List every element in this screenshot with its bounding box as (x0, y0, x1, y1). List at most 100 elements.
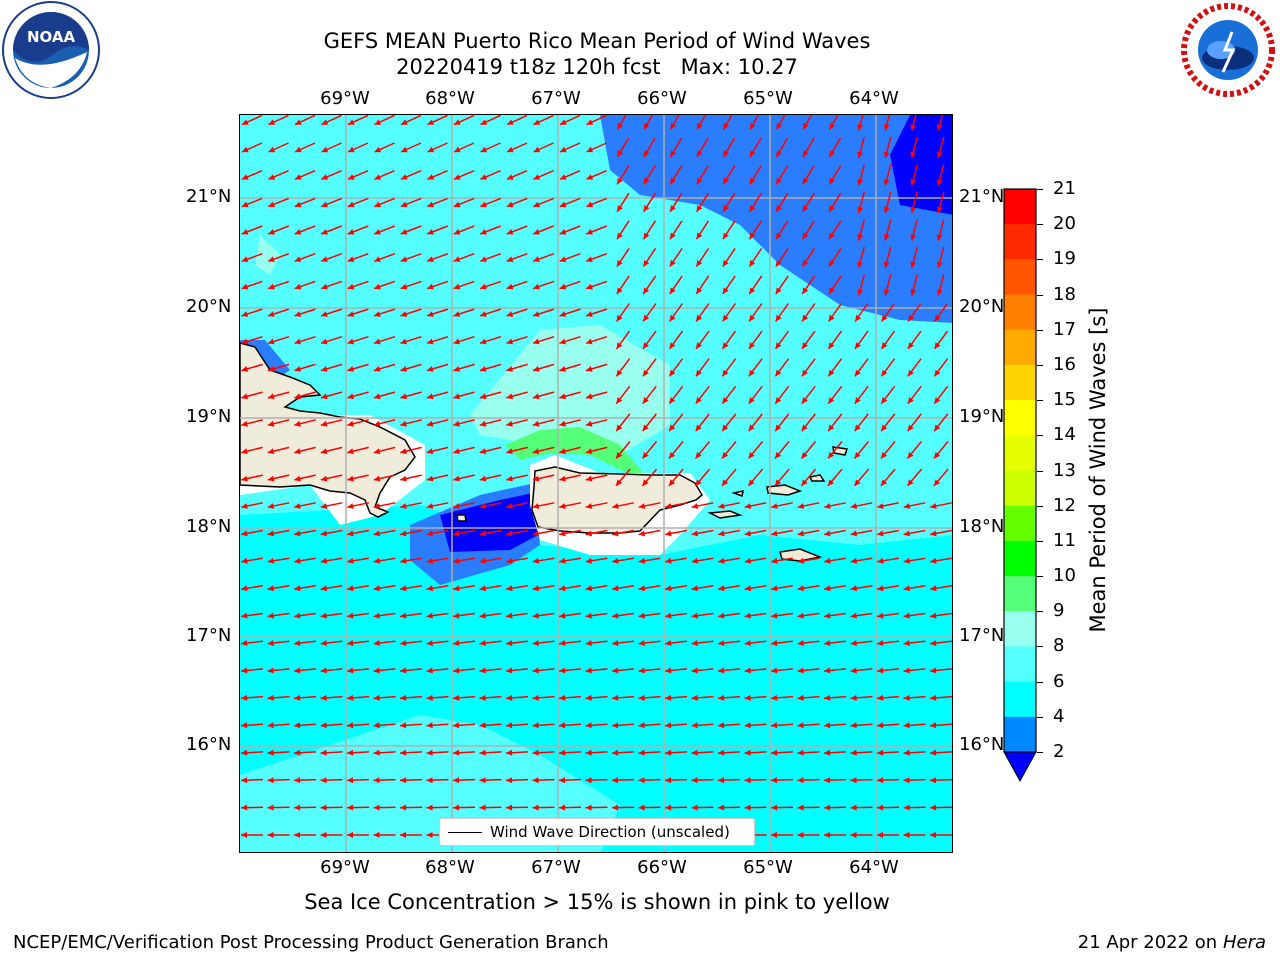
wave-direction-arrowhead (936, 179, 943, 186)
wave-direction-arrowhead (241, 338, 249, 345)
wave-direction-arrowhead (775, 314, 782, 322)
colorbar-tick-mark (1037, 329, 1043, 331)
wave-direction-arrowhead (426, 448, 434, 455)
wave-direction-arrowhead (506, 475, 513, 482)
colorbar-band (1004, 259, 1036, 296)
wave-direction-arrowhead (881, 424, 888, 432)
wave-direction-arrowhead (802, 177, 809, 185)
wave-direction-arrowhead (696, 205, 703, 212)
wave-direction-arrowhead (691, 503, 699, 509)
wave-direction-arrowhead (903, 749, 910, 756)
colorbar-band (1004, 470, 1036, 507)
wave-direction-arrowhead (347, 667, 354, 674)
wave-direction-arrowhead (775, 424, 782, 432)
wave-direction-arrowhead (347, 475, 354, 482)
wave-direction-arrowhead (695, 369, 702, 377)
wave-direction-arrowhead (294, 530, 301, 537)
wave-direction-arrowhead (903, 667, 910, 674)
wave-direction-arrowhead (930, 694, 937, 701)
wave-direction-arrowhead (373, 585, 380, 592)
lon-label-top: 64°W (849, 88, 899, 109)
wave-direction-arrowhead (373, 393, 381, 400)
wave-direction-arrowhead (585, 804, 592, 811)
wave-direction-arrowhead (669, 260, 676, 267)
wave-period-map[interactable] (239, 114, 953, 853)
wave-direction-arrowhead (829, 122, 836, 130)
colorbar-tick-mark (1037, 752, 1043, 753)
wave-direction-arrowhead (936, 206, 943, 214)
wave-direction-arrowhead (612, 612, 619, 619)
wave-direction-arrowhead (669, 452, 676, 459)
wave-direction-arrowhead (585, 612, 592, 619)
wave-direction-arrowhead (295, 146, 302, 153)
wave-direction-arrowhead (665, 804, 672, 811)
wave-direction-arrowhead (268, 119, 276, 125)
wave-direction-arrowhead (267, 393, 275, 400)
wave-direction-arrowhead (824, 503, 831, 509)
wave-direction-arrowhead (638, 503, 646, 509)
wave-direction-arrowhead (797, 530, 805, 537)
colorbar-tick-label: 4 (1053, 705, 1065, 727)
wave-direction-arrowhead (903, 777, 910, 784)
wave-direction-arrowhead (612, 777, 619, 784)
wave-direction-arrowhead (453, 667, 460, 674)
wave-direction-arrowhead (585, 667, 592, 674)
wave-direction-arrowhead (479, 777, 486, 784)
wave-direction-arrowhead (695, 452, 702, 459)
wave-direction-arrowhead (267, 777, 274, 784)
land-virgin-islands-2 (766, 484, 803, 496)
colorbar-band (1004, 576, 1036, 612)
wave-direction-arrowhead (373, 612, 380, 619)
wave-direction-arrowhead (479, 420, 487, 427)
wave-direction-arrowhead (294, 256, 302, 262)
wave-direction-arrowhead (294, 832, 300, 838)
wave-direction-arrowhead (373, 667, 380, 674)
wave-direction-arrowhead (907, 479, 914, 486)
wave-direction-arrowhead (857, 261, 864, 269)
colorbar-band (1004, 329, 1036, 366)
wave-direction-arrowhead (320, 804, 327, 811)
lon-label-top: 67°W (531, 88, 581, 109)
wave-direction-arrowhead (479, 804, 486, 811)
wave-direction-arrowhead (347, 338, 355, 345)
wave-direction-arrowhead (617, 122, 624, 130)
wave-direction-arrowhead (374, 283, 381, 290)
wave-direction-arrowhead (347, 393, 354, 400)
footer-machine-name: Hera (1222, 932, 1266, 953)
wave-direction-arrowhead (268, 338, 275, 345)
land-puerto-rico (531, 466, 703, 534)
colorbar-tick-label: 15 (1053, 389, 1076, 411)
wave-direction-arrowhead (857, 151, 864, 159)
wave-direction-arrowhead (400, 694, 407, 701)
wave-direction-arrowhead (241, 201, 249, 208)
wave-direction-arrowhead (617, 177, 623, 185)
lat-label-left: 18°N (186, 516, 232, 537)
wave-direction-arrowhead (241, 393, 248, 400)
lon-label-top: 66°W (637, 88, 687, 109)
wave-direction-arrowhead (480, 256, 487, 262)
colorbar-tick-mark (1037, 224, 1043, 226)
wave-direction-arrowhead (718, 503, 725, 509)
colorbar-band (1004, 224, 1036, 260)
wave-direction-arrowhead (718, 694, 725, 701)
wave-direction-arrowhead (426, 749, 433, 756)
wave-direction-arrowhead (373, 475, 381, 482)
wave-direction-arrowhead (669, 342, 676, 349)
wave-direction-arrowhead (642, 452, 649, 459)
colorbar-tick-mark (1037, 470, 1043, 472)
wave-direction-arrowhead (665, 557, 672, 564)
wave-direction-arrowhead (749, 342, 755, 349)
wave-direction-arrowhead (294, 667, 301, 674)
wave-direction-arrowhead (721, 479, 729, 486)
wave-direction-arrowhead (824, 585, 831, 592)
wave-direction-arrowhead (910, 289, 917, 296)
wave-direction-arrowhead (400, 366, 407, 372)
wave-direction-arrowhead (722, 287, 729, 295)
wave-direction-arrowhead (643, 287, 650, 295)
wave-direction-arrowhead (294, 283, 302, 290)
wave-direction-arrowhead (532, 640, 539, 647)
wave-direction-arrowhead (268, 174, 276, 180)
wave-direction-arrowhead (748, 452, 755, 459)
wave-direction-arrowhead (347, 694, 354, 701)
wave-direction-arrowhead (453, 585, 460, 592)
